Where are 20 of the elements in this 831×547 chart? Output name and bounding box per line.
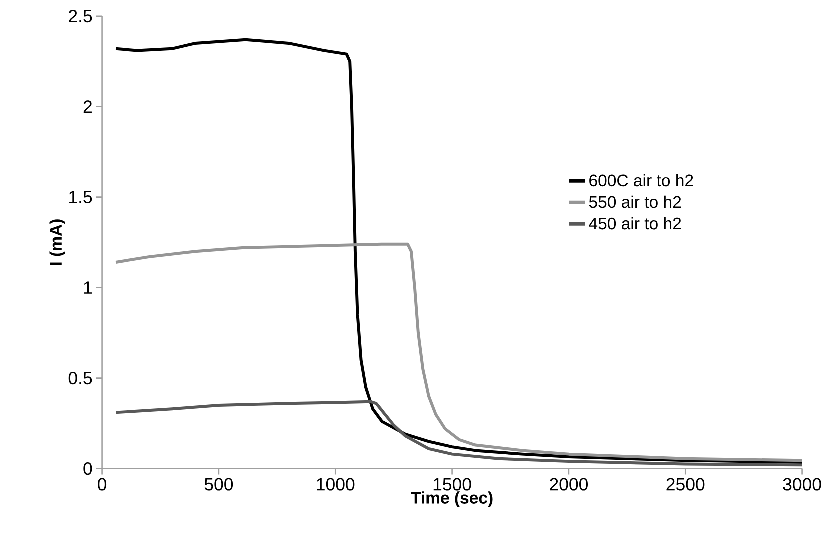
line-series xyxy=(114,400,804,467)
x-tick-label: 500 xyxy=(204,478,234,492)
x-axis-title: Time (sec) xyxy=(411,492,493,508)
y-tick-label: 2.5 xyxy=(69,10,92,23)
y-tick-label: 2 xyxy=(84,100,92,114)
y-tick-label: 0 xyxy=(84,462,92,476)
y-axis-title: I (mA) xyxy=(50,220,66,266)
y-tick-label: 1.5 xyxy=(70,191,92,204)
legend-label: 600C air to h2 xyxy=(590,174,694,187)
y-tick-label: 1 xyxy=(84,282,92,294)
x-tick-label: 1500 xyxy=(434,478,472,492)
x-tick-label: 3000 xyxy=(783,478,822,492)
legend-label: 550 air to h2 xyxy=(589,196,682,208)
x-tick-label: 2000 xyxy=(550,478,588,492)
x-tick-label: 1000 xyxy=(317,478,355,492)
y-tick-label: 0.5 xyxy=(68,372,92,385)
x-tick-label: 2500 xyxy=(666,478,705,492)
legend-label: 450 air to h2 xyxy=(589,218,682,230)
line-series xyxy=(114,38,804,464)
x-tick-label: 0 xyxy=(98,478,107,492)
